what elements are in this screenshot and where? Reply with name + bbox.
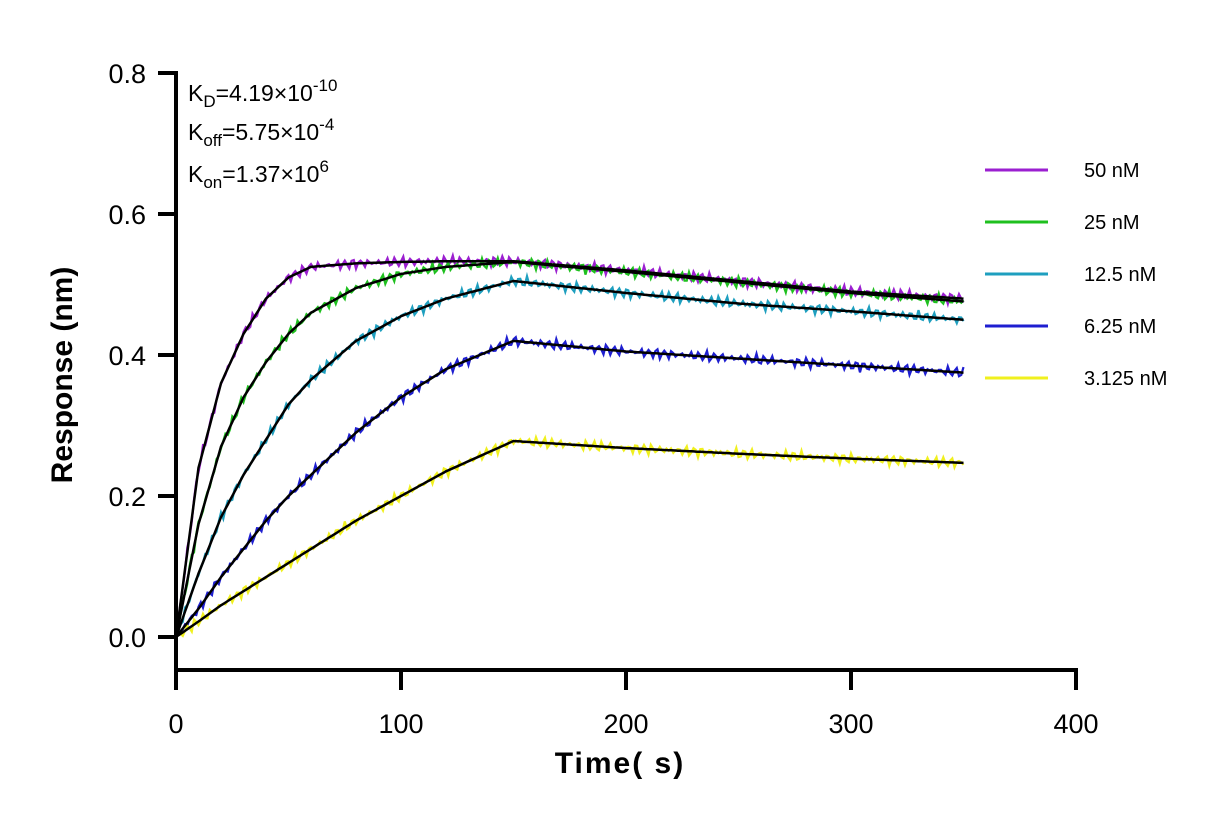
x-tick-label: 100 bbox=[378, 709, 423, 739]
legend-label: 50 nM bbox=[1084, 160, 1140, 182]
y-ticks: 0.0 0.2 0.4 0.6 0.8 bbox=[108, 59, 176, 653]
x-axis-title: Time( s) bbox=[555, 747, 685, 780]
series-line bbox=[174, 254, 965, 638]
y-tick-label: 0.6 bbox=[108, 200, 146, 230]
koff-superscript: -4 bbox=[319, 115, 334, 134]
x-ticks: 0 100 200 300 400 bbox=[168, 670, 1099, 739]
kon-superscript: 6 bbox=[319, 157, 328, 176]
kd-annotation: KD=4.19×10-10 bbox=[188, 76, 337, 111]
kd-equals: =4.19×10 bbox=[216, 80, 313, 106]
y-tick-label: 0.2 bbox=[108, 482, 146, 512]
y-tick-label: 0.0 bbox=[108, 623, 146, 653]
koff-label: K bbox=[188, 119, 204, 145]
kd-subscript: D bbox=[203, 92, 215, 111]
kon-annotation: Kon=1.37×106 bbox=[188, 157, 329, 192]
kon-subscript: on bbox=[203, 173, 222, 192]
fit-curve bbox=[174, 279, 964, 638]
koff-subscript: off bbox=[203, 131, 222, 150]
kon-equals: =1.37×10 bbox=[222, 161, 319, 187]
x-tick-label: 200 bbox=[603, 709, 648, 739]
series-line bbox=[175, 333, 965, 638]
fit-curve bbox=[175, 439, 964, 639]
fit-curve bbox=[175, 339, 964, 638]
data-series bbox=[174, 251, 965, 638]
legend-label: 6.25 nM bbox=[1084, 316, 1156, 338]
kd-label: K bbox=[188, 80, 204, 106]
x-tick-label: 300 bbox=[828, 709, 873, 739]
kon-label: K bbox=[188, 161, 204, 187]
series-line bbox=[174, 251, 965, 638]
y-tick-label: 0.8 bbox=[108, 59, 146, 89]
legend: 50 nM 25 nM 12.5 nM 6.25 nM 3.125 nM bbox=[985, 160, 1167, 390]
y-tick-label: 0.4 bbox=[108, 341, 146, 371]
legend-label: 3.125 nM bbox=[1084, 368, 1167, 390]
x-tick-label: 0 bbox=[168, 709, 183, 739]
legend-label: 25 nM bbox=[1084, 212, 1140, 234]
legend-label: 12.5 nM bbox=[1084, 264, 1156, 286]
koff-equals: =5.75×10 bbox=[222, 119, 319, 145]
series-line bbox=[175, 433, 965, 638]
x-tick-label: 400 bbox=[1053, 709, 1098, 739]
koff-annotation: Koff=5.75×10-4 bbox=[188, 115, 334, 150]
fit-curves bbox=[174, 259, 964, 639]
kd-superscript: -10 bbox=[313, 76, 338, 95]
fit-curve bbox=[174, 260, 964, 638]
y-axis-title: Response (nm) bbox=[46, 267, 79, 484]
fit-curve bbox=[174, 259, 964, 638]
